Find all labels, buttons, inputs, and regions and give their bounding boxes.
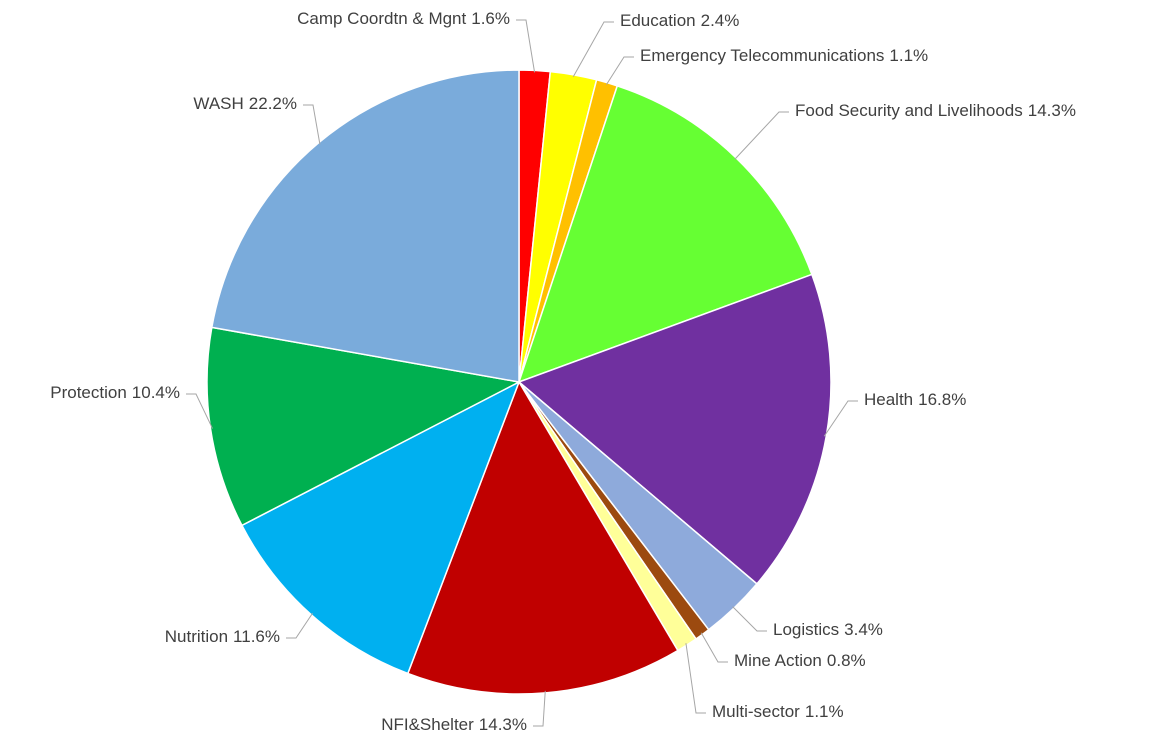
category-label: NFI&Shelter	[381, 715, 474, 734]
value-label: 1.1%	[889, 46, 928, 65]
data-label: WASH 22.2%	[193, 94, 297, 113]
value-label: 2.4%	[701, 11, 740, 30]
value-label: 11.6%	[233, 627, 280, 646]
leader-line	[734, 111, 789, 160]
category-label: Food Security and Livelihoods	[795, 101, 1023, 120]
leader-line	[516, 19, 536, 73]
leader-line	[700, 632, 728, 663]
data-label: Education 2.4%	[620, 11, 739, 30]
leader-line	[186, 393, 213, 429]
value-label: 14.3%	[1028, 101, 1076, 120]
data-label: Mine Action 0.8%	[734, 651, 866, 670]
leader-line	[606, 56, 634, 85]
data-label: Logistics 3.4%	[773, 620, 883, 639]
category-label: Health	[864, 390, 913, 409]
value-label: 10.4%	[132, 383, 180, 402]
category-label: Mine Action	[734, 651, 822, 670]
leader-line	[303, 104, 321, 145]
value-label: 22.2%	[249, 94, 297, 113]
category-label: Nutrition	[165, 627, 228, 646]
value-label: 1.1%	[805, 702, 844, 721]
leader-line	[572, 21, 614, 78]
data-label: Emergency Telecommunications 1.1%	[640, 46, 928, 65]
value-label: 0.8%	[827, 651, 866, 670]
data-label: NFI&Shelter 14.3%	[381, 715, 527, 734]
category-label: Logistics	[773, 620, 839, 639]
data-label: Protection 10.4%	[50, 383, 180, 402]
category-label: Emergency Telecommunications	[640, 46, 884, 65]
leader-line	[533, 690, 546, 727]
category-label: Education	[620, 11, 696, 30]
value-label: 3.4%	[844, 620, 883, 639]
leader-line	[685, 643, 706, 714]
value-label: 14.3%	[479, 715, 527, 734]
value-label: 16.8%	[918, 390, 966, 409]
category-label: Protection	[50, 383, 127, 402]
data-label: Multi-sector 1.1%	[712, 702, 844, 721]
data-label: Health 16.8%	[864, 390, 966, 409]
pie-slice	[210, 69, 520, 383]
data-label: Nutrition 11.6%	[165, 627, 280, 646]
category-label: WASH	[193, 94, 243, 113]
leader-line	[823, 400, 858, 437]
leader-line	[732, 606, 767, 632]
data-label: Food Security and Livelihoods 14.3%	[795, 101, 1076, 120]
category-label: Multi-sector	[712, 702, 800, 721]
value-label: 1.6%	[471, 9, 510, 28]
pie-slice	[517, 273, 832, 585]
data-label: Camp Coordtn & Mgnt 1.6%	[297, 9, 510, 28]
leader-line	[286, 612, 313, 639]
category-label: Camp Coordtn & Mgnt	[297, 9, 466, 28]
pie-slice	[206, 326, 522, 527]
